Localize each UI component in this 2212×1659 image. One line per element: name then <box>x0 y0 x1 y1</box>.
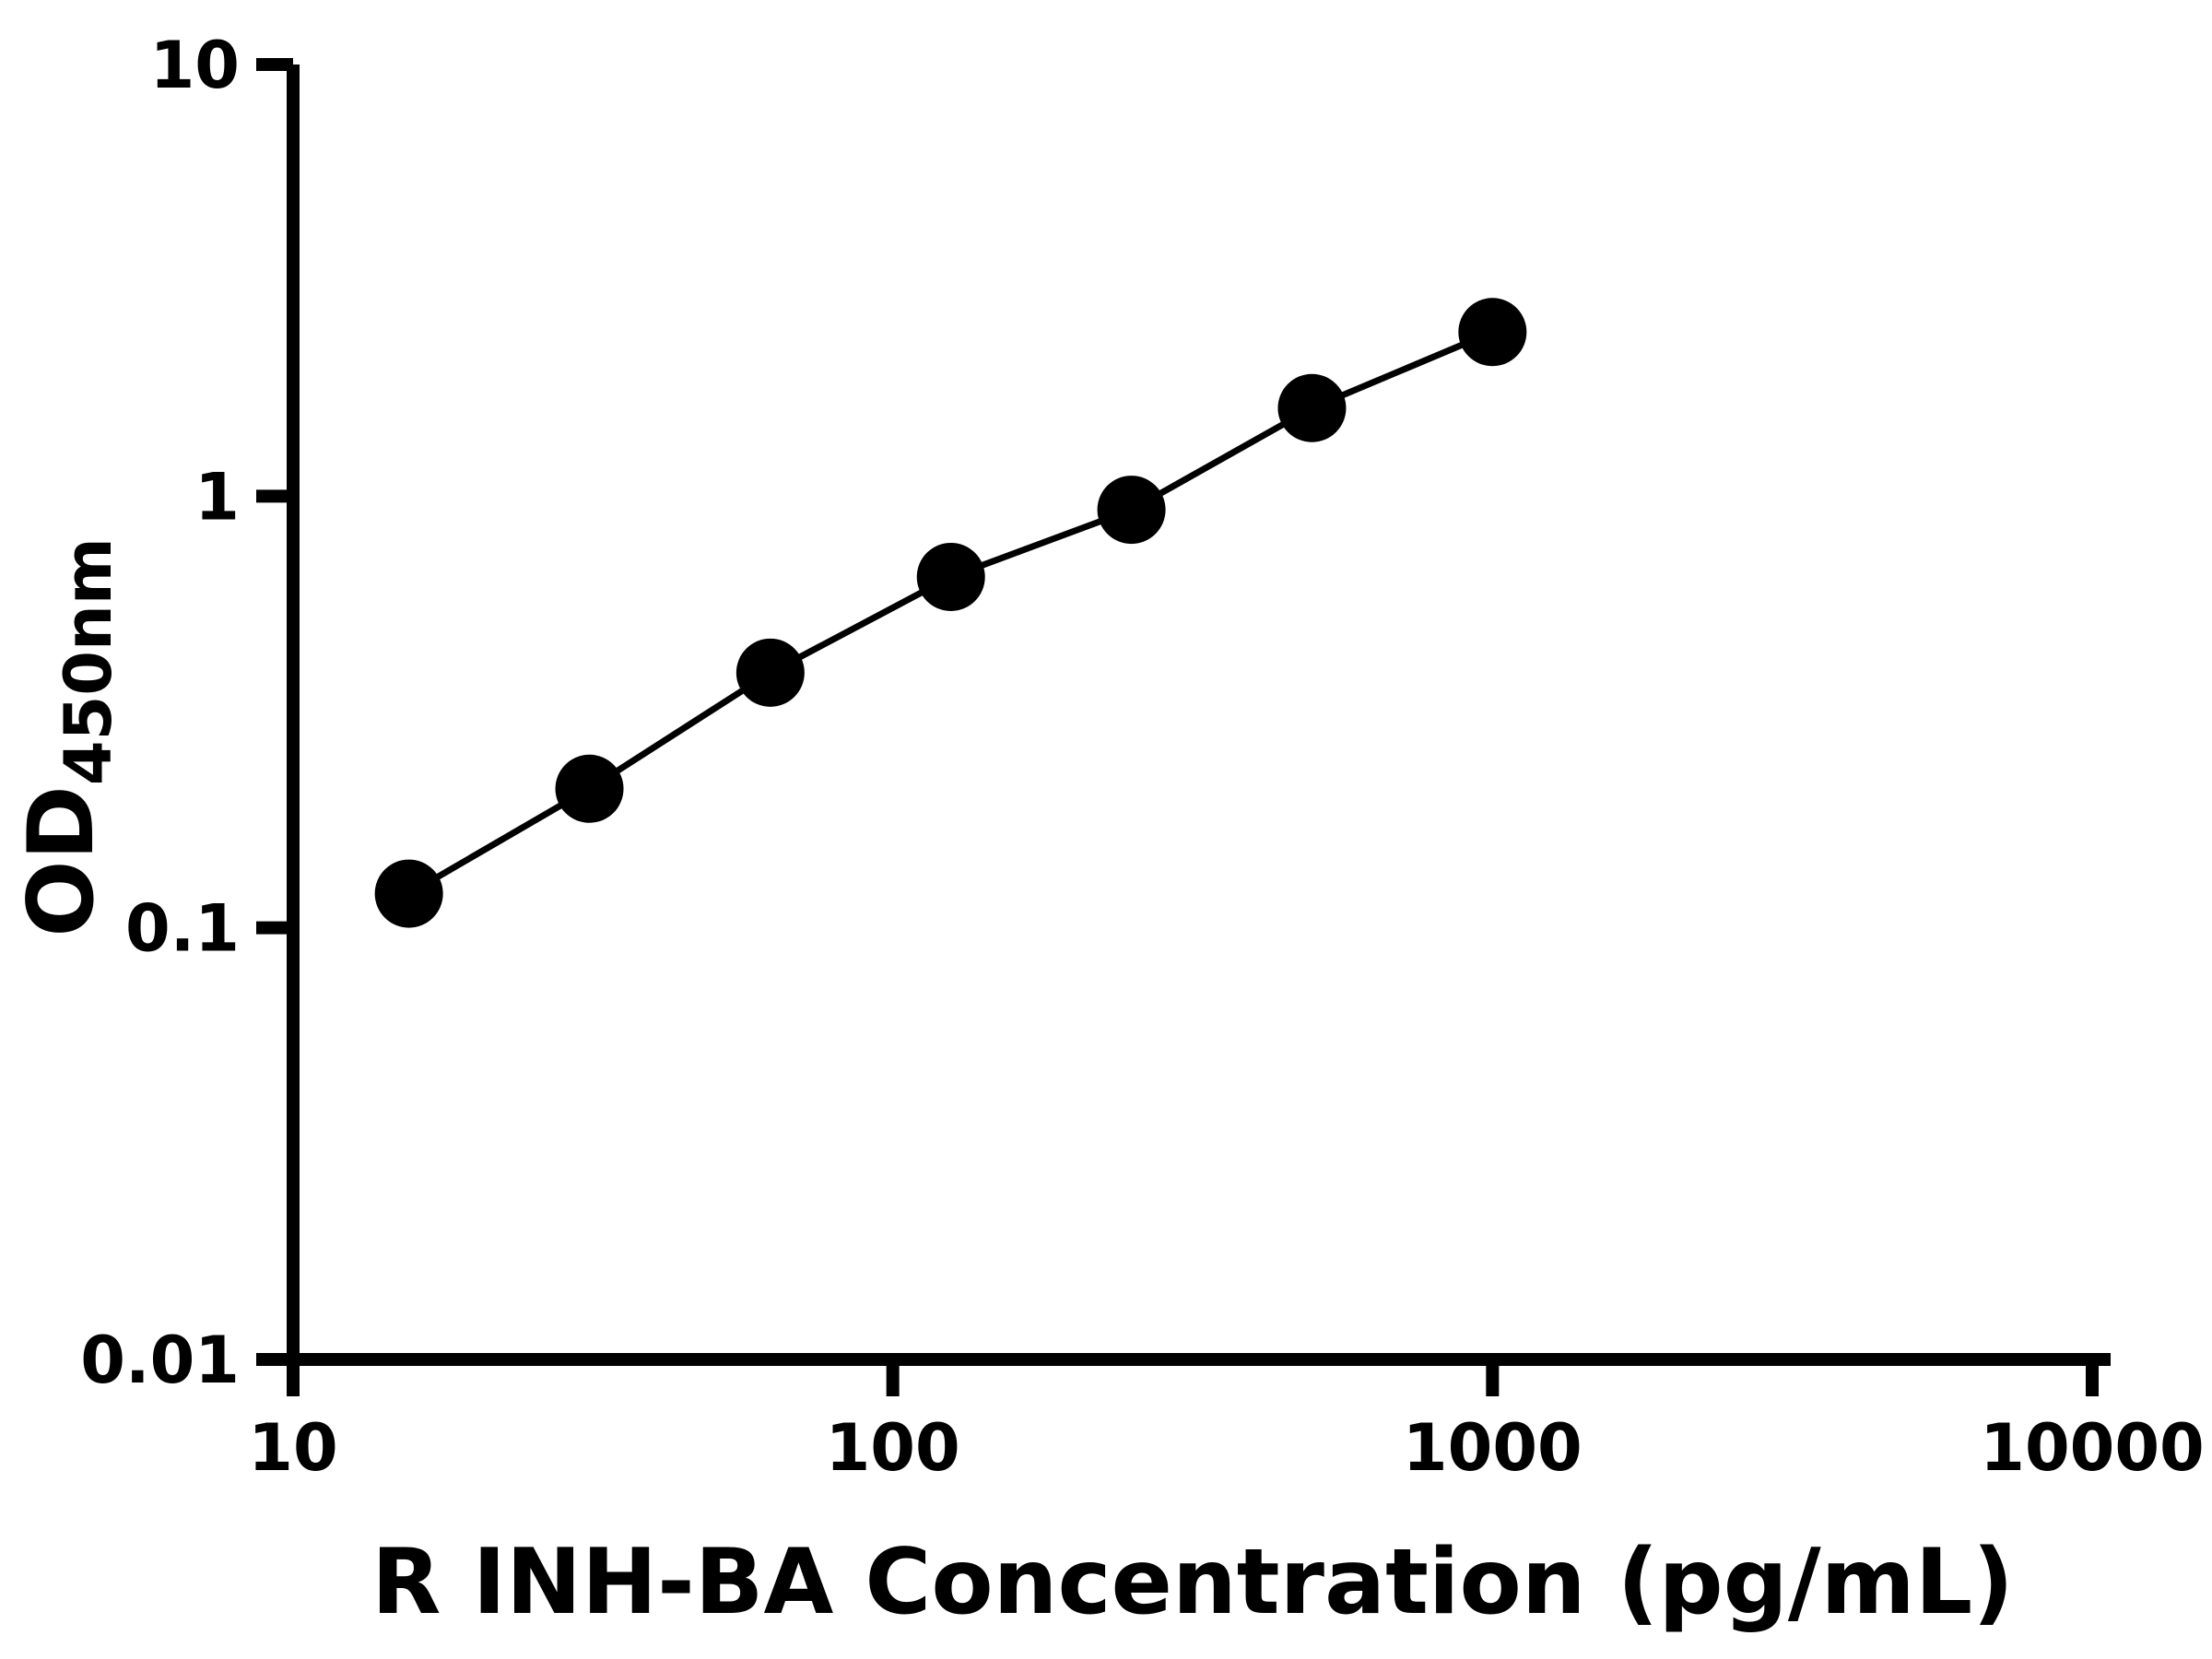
y-tick-label: 0.1 <box>125 891 240 967</box>
data-point <box>555 754 624 823</box>
axes-group: 10 100 1000 10000 0.01 0.1 1 10 <box>80 28 2204 1486</box>
data-point <box>1277 373 1347 442</box>
data-point <box>916 542 985 611</box>
y-tick-label: 0.01 <box>80 1323 240 1398</box>
x-tick-label: 10 <box>248 1410 337 1486</box>
y-tick-label: 10 <box>150 28 240 103</box>
data-point <box>1458 298 1527 367</box>
data-point <box>374 859 443 928</box>
x-axis-title: R INH-BA Concentration (pg/mL) <box>371 1530 2014 1635</box>
y-tick-label: 1 <box>194 459 240 535</box>
points-group <box>374 298 1527 928</box>
data-point <box>735 638 805 707</box>
x-tick-label: 1000 <box>1403 1410 1583 1486</box>
y-axis-title-main: OD <box>9 785 114 937</box>
y-axis-title-subscript: 450nm <box>51 537 126 785</box>
x-tick-label: 10000 <box>1980 1410 2205 1486</box>
x-tick-label: 100 <box>826 1410 960 1486</box>
y-axis-title: OD450nm <box>9 537 126 937</box>
data-point <box>1097 476 1166 545</box>
